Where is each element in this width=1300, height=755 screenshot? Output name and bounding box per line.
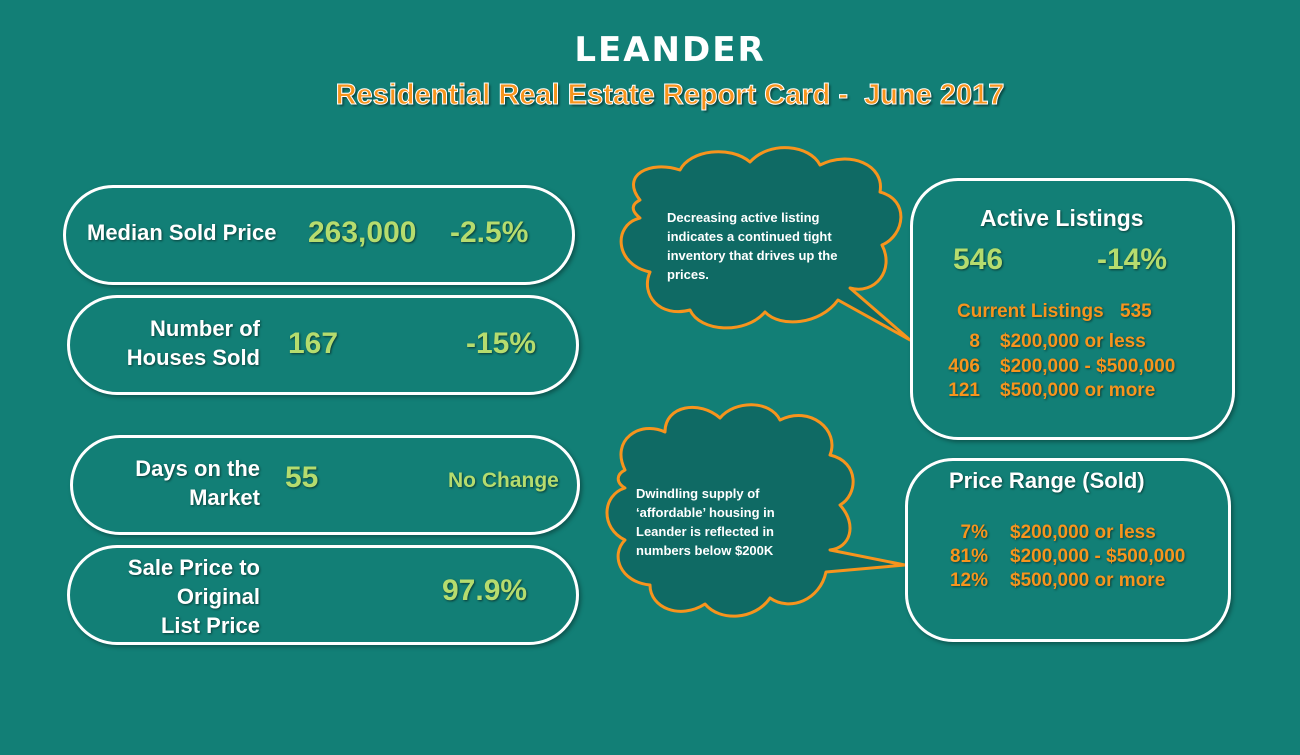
price-range-range: $500,000 or more [1010,570,1166,591]
price-range-range: $200,000 or less [1010,522,1156,543]
houses-label: Number of Houses Sold [90,314,260,372]
bubble-bottom-line: Leander is reflected in [636,524,774,539]
days-label: Days on the Market [90,454,260,512]
days-label-line: Days on the [135,456,260,481]
houses-value: 167 [288,327,339,360]
houses-label-line: Number of [150,316,260,341]
active-listings-title: Active Listings [980,205,1144,231]
active-listings-card [910,178,1235,440]
days-on-market-card [70,435,580,535]
median-sold-price-card [63,185,575,285]
sale-label: Sale Price to Original List Price [90,553,260,640]
bubble-top-line: prices. [667,267,709,282]
bubble-top-line: inventory that drives up the [667,248,838,263]
listing-count: 121 [948,380,980,401]
current-listings-value: 535 [1120,301,1152,322]
bubble-bottom-line: ‘affordable’ housing in [636,505,775,520]
sale-to-list-card [67,545,579,645]
sale-label-line: List Price [160,613,260,638]
price-range-title: Price Range (Sold) [949,468,1145,493]
houses-change: -15% [466,327,537,360]
listing-range: $500,000 or more [1000,380,1156,401]
days-value: 55 [285,461,319,494]
thought-bubble-bottom [605,403,907,618]
price-range-range: $200,000 - $500,000 [1010,546,1186,567]
price-range-pct: 7% [960,522,988,543]
thought-bubble-top [619,146,912,342]
bubble-top-text: Decreasing active listing indicates a co… [667,208,837,284]
active-listings-value: 546 [953,243,1004,276]
bubble-top-line: Decreasing active listing [667,210,820,225]
active-listings-change: -14% [1097,243,1168,276]
houses-sold-card [67,295,579,395]
sale-label-line: Sale Price to [127,555,260,580]
bubble-bottom-line: numbers below $200K [636,543,774,558]
page-title: LEANDER [574,30,766,70]
listing-count: 8 [969,331,980,352]
bubble-bottom-line: Dwindling supply of [636,486,760,501]
median-label: Median Sold Price [87,220,277,245]
median-value: 263,000 [308,216,417,249]
days-label-line: Market [189,485,260,510]
listing-count: 406 [948,356,980,377]
sale-label-line: Original [176,584,260,609]
sale-value: 97.9% [442,574,528,607]
days-change: No Change [448,469,559,492]
listing-range: $200,000 or less [1000,331,1146,352]
price-range-pct: 81% [949,546,988,567]
price-range-card [905,458,1231,642]
houses-label-line: Houses Sold [126,345,260,370]
listing-range: $200,000 - $500,000 [1000,356,1176,377]
bubble-bottom-text: Dwindling supply of ‘affordable’ housing… [636,484,775,560]
price-range-pct: 12% [949,570,988,591]
current-listings-label: Current Listings [957,301,1104,322]
report-subtitle: Residential Real Estate Report Card - Ju… [335,79,1005,112]
bubble-top-line: indicates a continued tight [667,229,832,244]
median-change: -2.5% [450,216,529,249]
